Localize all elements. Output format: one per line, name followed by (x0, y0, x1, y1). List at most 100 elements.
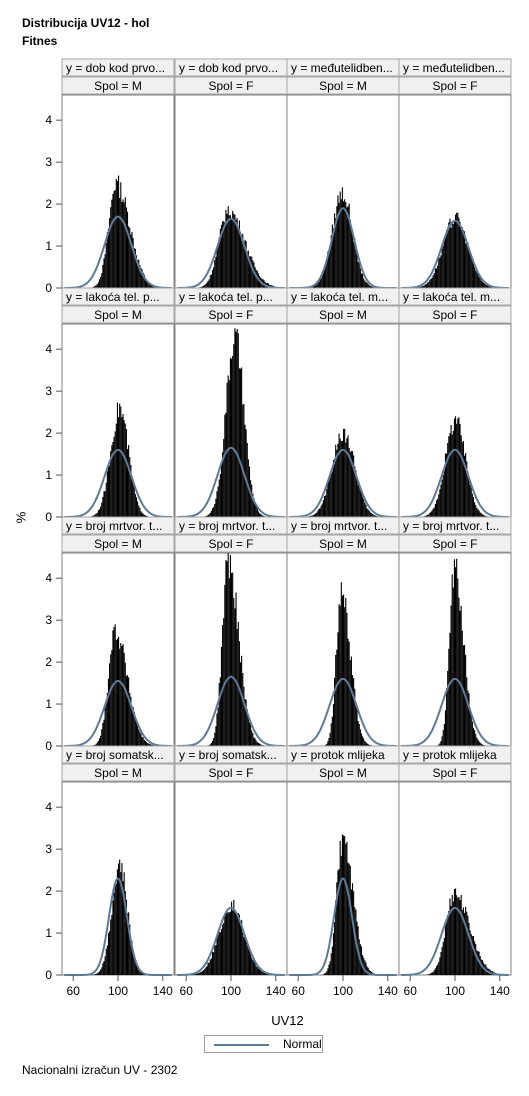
histogram-bar (351, 883, 354, 975)
histogram-bar (116, 402, 118, 517)
histogram-bar (219, 677, 221, 746)
histogram-bar (424, 515, 426, 517)
histogram-bar (440, 952, 442, 975)
histogram-bar (130, 696, 132, 746)
histogram-bar (476, 737, 478, 746)
histogram-bar (326, 743, 328, 746)
histogram-bar (341, 834, 343, 975)
histogram-bar (472, 261, 475, 288)
histogram-bar (481, 744, 483, 746)
histogram-bar (129, 456, 131, 517)
histogram-bar (365, 962, 367, 975)
histogram-bar (123, 872, 125, 975)
histogram-bar (435, 966, 438, 975)
histogram-bar (210, 511, 212, 517)
histogram-bar (452, 587, 454, 746)
histogram-bar (336, 882, 338, 975)
histogram-bar (131, 705, 133, 746)
histogram-bar (479, 512, 481, 517)
histogram-bar (216, 713, 218, 746)
histogram-bar (218, 479, 220, 517)
histogram-bar (216, 249, 218, 288)
histogram-bar (477, 509, 479, 517)
histogram-bar (260, 970, 262, 975)
y-tick-label: 0 (45, 281, 52, 295)
histogram-bar (142, 973, 144, 975)
histogram-bar (131, 231, 133, 288)
histogram-bar (242, 673, 244, 746)
histogram-bar (209, 275, 211, 288)
histogram-bar (480, 513, 482, 517)
histogram-bar (485, 515, 487, 517)
panel-header-label: y = broj mrtvor. t... (291, 519, 387, 533)
histogram-bar (120, 872, 122, 975)
histogram-bar (480, 743, 482, 746)
histogram-bar (438, 744, 440, 746)
histogram-bar (458, 217, 460, 288)
histogram-bar (206, 282, 208, 288)
histogram-bar (243, 243, 245, 288)
histogram-bar (332, 704, 335, 746)
histogram-bar (227, 206, 229, 288)
histogram-bar (354, 688, 356, 746)
histogram-bar (330, 473, 332, 517)
histogram-bar (105, 242, 107, 288)
histogram-bars (207, 553, 265, 746)
histogram-bar (246, 251, 248, 288)
histogram-bar (213, 738, 215, 746)
histogram-bar (200, 971, 202, 975)
histogram-bar (133, 711, 135, 746)
histogram-bar (150, 284, 152, 288)
histogram-bar (346, 438, 348, 517)
histogram-bar (140, 511, 142, 517)
histogram-bar (239, 662, 242, 746)
histogram-bar (487, 285, 489, 288)
histogram-bar (223, 438, 225, 517)
y-tick-label: 4 (45, 571, 52, 585)
histogram-bar (439, 257, 441, 288)
histogram-bar (114, 190, 116, 288)
histogram-bar (459, 424, 461, 517)
histogram-bar (452, 901, 454, 975)
histogram-bar (461, 442, 463, 517)
histogram-bar (478, 741, 480, 746)
histogram-bar (128, 444, 130, 517)
histogram-bar (125, 675, 127, 746)
histogram-bar (211, 270, 214, 288)
histogram-bar (318, 281, 320, 288)
histogram-bar (247, 948, 249, 975)
histogram-bar (334, 677, 336, 746)
histogram-bar (110, 654, 112, 746)
histogram-bar (118, 636, 120, 746)
histogram-bar (130, 234, 132, 288)
histogram-bar (261, 514, 263, 517)
histogram-bar (218, 682, 220, 746)
histogram-bar (147, 743, 149, 746)
histogram-bar (313, 285, 315, 288)
histogram-bar (354, 907, 356, 975)
histogram-bar (103, 961, 105, 975)
histogram-bar (224, 414, 226, 517)
y-tick-label: 3 (45, 155, 52, 169)
histogram-bar (109, 663, 111, 746)
histogram-bar (331, 716, 333, 746)
histogram-bar (208, 744, 210, 746)
histogram-bar (139, 970, 141, 975)
histogram-bar (253, 961, 255, 975)
histogram-bar (214, 732, 216, 746)
histogram-bar (453, 888, 455, 975)
histogram-bar (229, 357, 231, 517)
histogram-bar (131, 475, 133, 517)
histogram-bar (102, 963, 104, 975)
histogram-bar (104, 707, 106, 746)
histogram-bar (363, 499, 365, 517)
histogram-bar (128, 226, 130, 288)
histogram-bar (460, 435, 462, 517)
histogram-bar (210, 958, 212, 975)
histogram-bar (95, 973, 97, 975)
histogram-bar (478, 276, 480, 288)
histogram-bar (104, 254, 106, 288)
histogram-bar (112, 900, 114, 975)
histogram-bar (434, 503, 436, 517)
histogram-bar (256, 742, 258, 746)
